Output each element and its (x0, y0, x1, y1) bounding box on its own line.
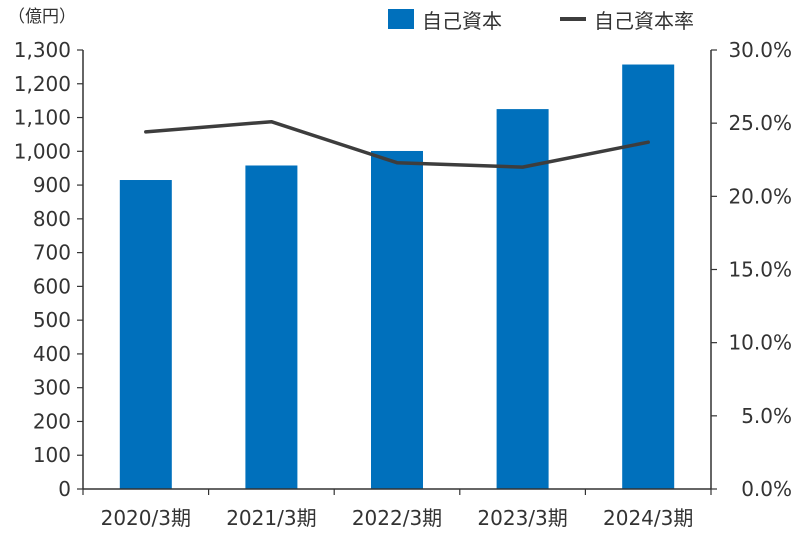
legend-swatch-bar (388, 9, 414, 29)
y-right-tick-label: 5.0% (741, 404, 792, 428)
y-right-tick-label: 10.0% (728, 331, 792, 355)
legend: 自己資本 自己資本率 (388, 9, 694, 33)
y-right-tick-label: 25.0% (728, 111, 792, 135)
y-left-tick-label: 400 (33, 342, 71, 366)
x-tick-label: 2022/3期 (352, 506, 442, 530)
y-left-tick-label: 600 (33, 274, 71, 298)
y-left-tick-label: 0 (58, 477, 71, 501)
y-left-tick-label: 100 (33, 443, 71, 467)
bar-5 (622, 65, 674, 489)
x-tick-label: 2024/3期 (603, 506, 693, 530)
y-left-tick-label: 1,000 (14, 139, 71, 163)
y-left-tick-label: 1,200 (14, 72, 71, 96)
bar-2 (245, 165, 297, 489)
y-left-tick-label: 500 (33, 308, 71, 332)
y-right-tick-label: 30.0% (728, 38, 792, 62)
legend-label-line: 自己資本率 (594, 9, 694, 33)
legend-label-bar: 自己資本 (422, 9, 502, 33)
y-left-tick-label: 200 (33, 409, 71, 433)
y-left-tick-label: 1,300 (14, 38, 71, 62)
bar-1 (120, 180, 172, 489)
y-left-unit-label: （億円） (8, 7, 76, 27)
y-left-tick-label: 300 (33, 376, 71, 400)
y-left-tick-label: 1,100 (14, 106, 71, 130)
y-right-tick-label: 15.0% (728, 258, 792, 282)
x-tick-label: 2020/3期 (101, 506, 191, 530)
y-right-tick-label: 0.0% (741, 477, 792, 501)
x-tick-label: 2023/3期 (477, 506, 567, 530)
y-left-tick-label: 800 (33, 207, 71, 231)
y-right-tick-label: 20.0% (728, 184, 792, 208)
x-tick-label: 2021/3期 (226, 506, 316, 530)
bar-3 (371, 151, 423, 489)
y-left-tick-label: 700 (33, 241, 71, 265)
y-left-tick-label: 900 (33, 173, 71, 197)
